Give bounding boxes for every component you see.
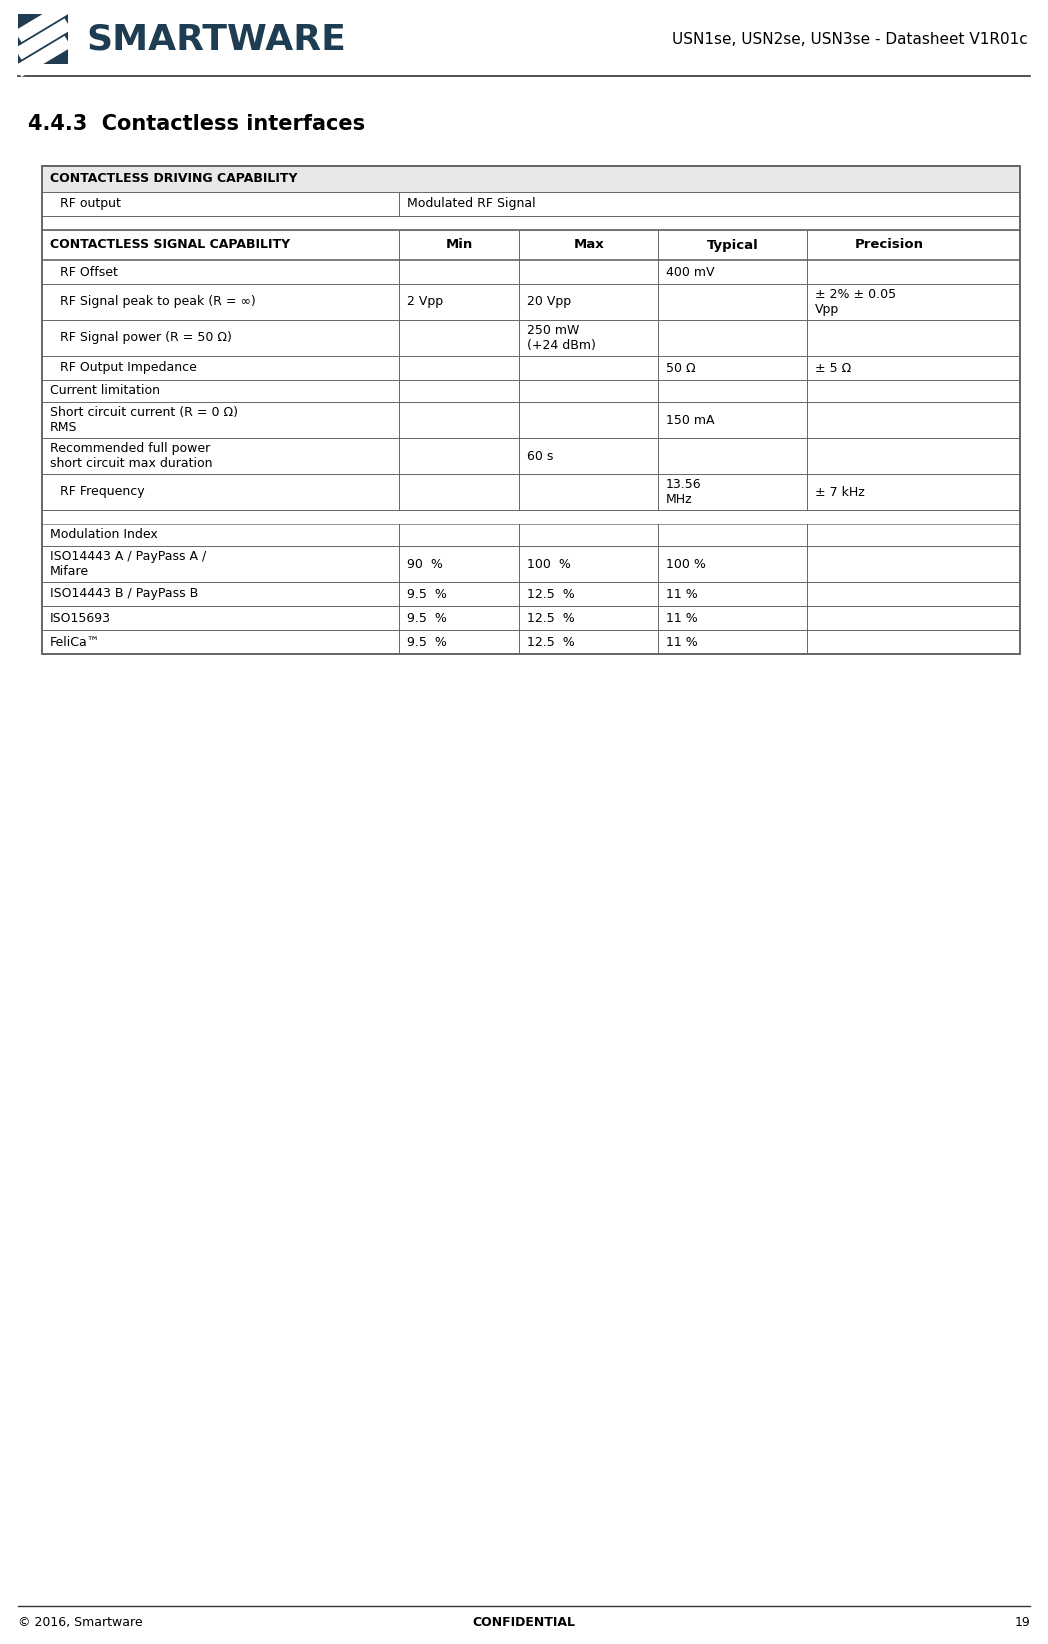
Text: ISO14443 B / PayPass B: ISO14443 B / PayPass B <box>50 587 198 600</box>
Text: RF Signal power (R = 50 Ω): RF Signal power (R = 50 Ω) <box>60 332 232 345</box>
Text: RF Offset: RF Offset <box>60 265 117 278</box>
Text: Modulated RF Signal: Modulated RF Signal <box>407 197 536 210</box>
Bar <box>42 166 1020 192</box>
Text: 4.4.3  Contactless interfaces: 4.4.3 Contactless interfaces <box>28 113 365 135</box>
Text: Precision: Precision <box>854 238 923 252</box>
Text: Max: Max <box>573 238 604 252</box>
Text: USN1se, USN2se, USN3se - Datasheet V1R01c: USN1se, USN2se, USN3se - Datasheet V1R01… <box>672 31 1028 46</box>
Text: 20 Vpp: 20 Vpp <box>527 296 571 309</box>
Text: ISO15693: ISO15693 <box>50 612 111 625</box>
Text: 250 mW
(+24 dBm): 250 mW (+24 dBm) <box>527 324 596 352</box>
Text: 12.5  %: 12.5 % <box>527 587 575 600</box>
Text: RF Output Impedance: RF Output Impedance <box>60 362 197 375</box>
Polygon shape <box>15 18 71 59</box>
Text: RF Frequency: RF Frequency <box>60 485 145 498</box>
Text: SMARTWARE: SMARTWARE <box>86 21 346 56</box>
Text: 90  %: 90 % <box>407 557 443 570</box>
Text: 50 Ω: 50 Ω <box>667 362 696 375</box>
Text: ISO14443 A / PayPass A /
Mifare: ISO14443 A / PayPass A / Mifare <box>50 551 206 579</box>
Text: Min: Min <box>445 238 473 252</box>
Bar <box>18 15 68 64</box>
Text: 11 %: 11 % <box>667 636 698 648</box>
Text: © 2016, Smartware: © 2016, Smartware <box>18 1616 143 1629</box>
Text: Modulation Index: Modulation Index <box>50 528 158 541</box>
Bar <box>42 166 1020 654</box>
Polygon shape <box>15 2 71 43</box>
Text: 12.5  %: 12.5 % <box>527 636 575 648</box>
Bar <box>42 166 1020 654</box>
Text: Current limitation: Current limitation <box>50 385 160 398</box>
Text: 9.5  %: 9.5 % <box>407 612 446 625</box>
Text: 9.5  %: 9.5 % <box>407 636 446 648</box>
Text: Short circuit current (R = 0 Ω)
RMS: Short circuit current (R = 0 Ω) RMS <box>50 406 238 434</box>
Text: 11 %: 11 % <box>667 612 698 625</box>
Text: RF output: RF output <box>60 197 121 210</box>
Text: ± 2% ± 0.05
Vpp: ± 2% ± 0.05 Vpp <box>814 288 896 316</box>
Text: ± 5 Ω: ± 5 Ω <box>814 362 851 375</box>
Text: CONTACTLESS SIGNAL CAPABILITY: CONTACTLESS SIGNAL CAPABILITY <box>50 238 290 252</box>
Text: 150 mA: 150 mA <box>667 414 715 426</box>
Text: 12.5  %: 12.5 % <box>527 612 575 625</box>
Text: 2 Vpp: 2 Vpp <box>407 296 443 309</box>
Text: Typical: Typical <box>706 238 759 252</box>
Text: 400 mV: 400 mV <box>667 265 715 278</box>
Text: RF Signal peak to peak (R = ∞): RF Signal peak to peak (R = ∞) <box>60 296 256 309</box>
Text: 19: 19 <box>1014 1616 1030 1629</box>
Polygon shape <box>18 15 68 64</box>
Text: CONTACTLESS DRIVING CAPABILITY: CONTACTLESS DRIVING CAPABILITY <box>50 173 298 186</box>
Text: ± 7 kHz: ± 7 kHz <box>814 485 865 498</box>
Text: Recommended full power
short circuit max duration: Recommended full power short circuit max… <box>50 442 213 470</box>
Text: CONFIDENTIAL: CONFIDENTIAL <box>473 1616 575 1629</box>
Polygon shape <box>15 36 71 77</box>
Text: 100  %: 100 % <box>527 557 571 570</box>
Text: 9.5  %: 9.5 % <box>407 587 446 600</box>
Text: 13.56
MHz: 13.56 MHz <box>667 478 702 506</box>
Text: FeliCa™: FeliCa™ <box>50 636 101 648</box>
Text: 11 %: 11 % <box>667 587 698 600</box>
Text: 60 s: 60 s <box>527 449 553 462</box>
Text: 100 %: 100 % <box>667 557 706 570</box>
